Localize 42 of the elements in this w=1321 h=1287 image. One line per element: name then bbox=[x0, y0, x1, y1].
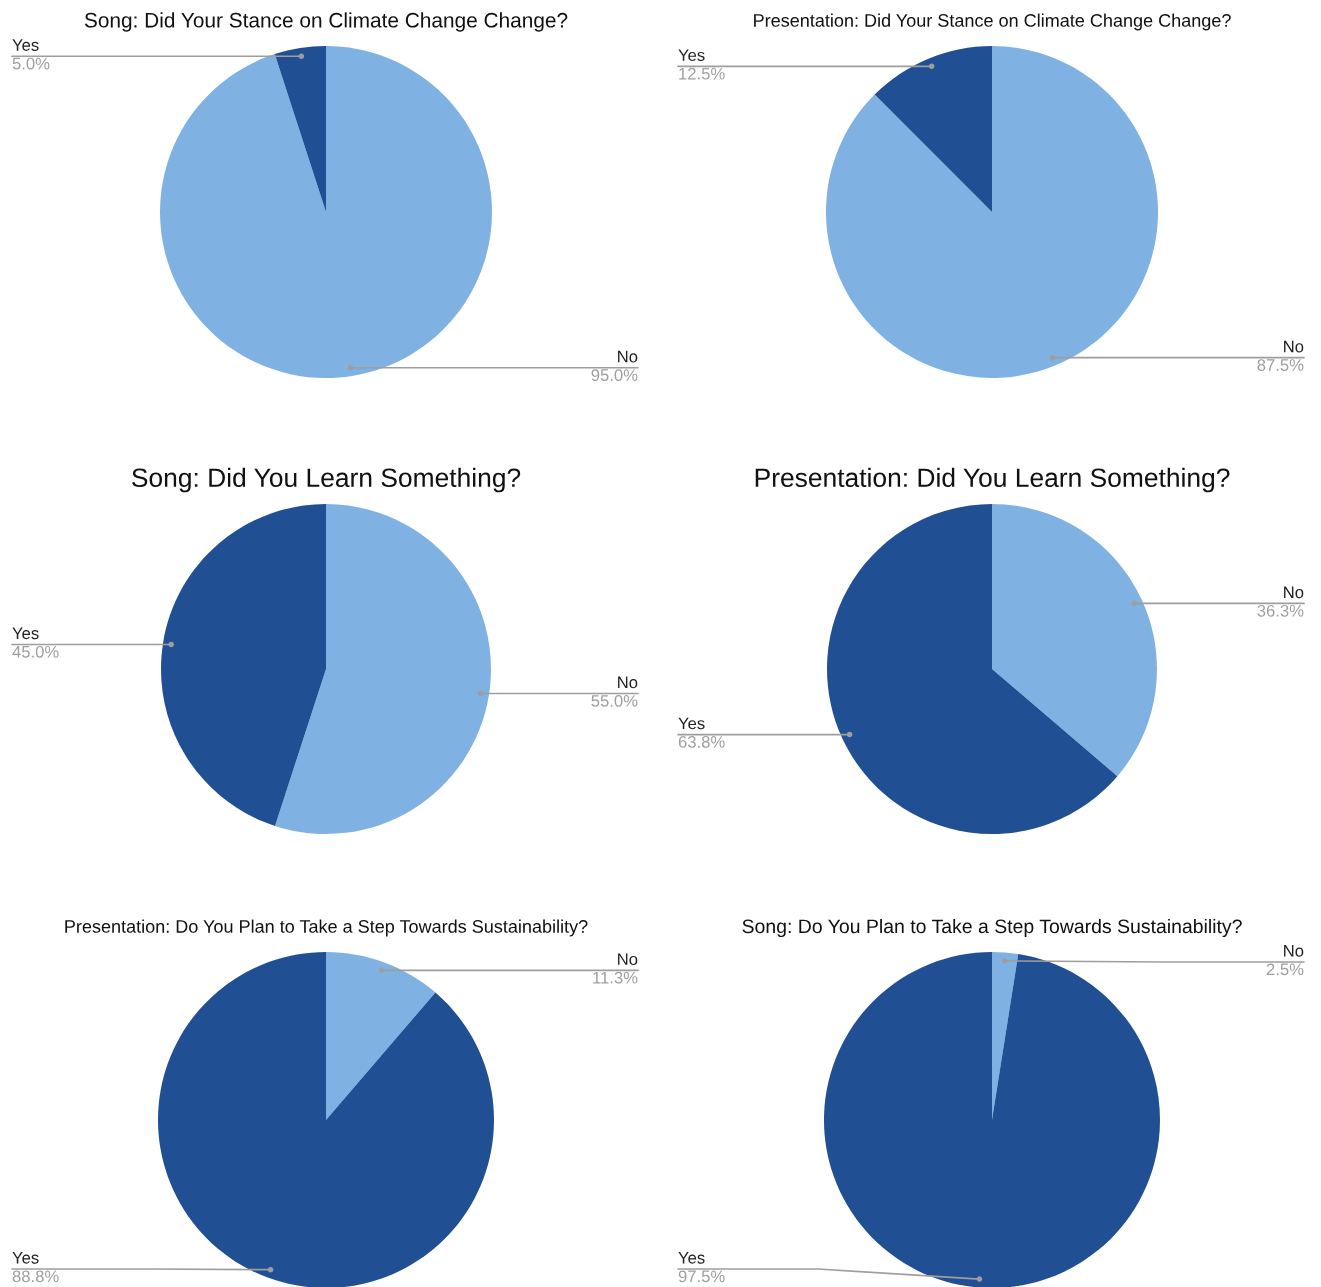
pie-slice bbox=[275, 504, 491, 834]
slice-label: No bbox=[618, 953, 638, 966]
slice-label: No bbox=[618, 350, 638, 363]
slice-label: No bbox=[1284, 340, 1304, 353]
pie-slice bbox=[826, 46, 1158, 378]
chart-title: Presentation: Did You Learn Something? bbox=[755, 467, 1230, 493]
slice-label: No bbox=[1284, 945, 1304, 957]
data-label: 55.0% bbox=[591, 694, 638, 707]
pie-slice bbox=[274, 46, 326, 212]
chart-title: Song: Do You Plan to Take a Step Towards Sustainability? bbox=[742, 918, 1242, 938]
data-label: 87.5% bbox=[1257, 359, 1304, 371]
pie-slice bbox=[160, 46, 492, 378]
chart-title: Presentation: Do You Plan to Take a Step Towards Sustainability? bbox=[65, 919, 588, 937]
slice-label: Yes bbox=[678, 49, 705, 62]
slice-label: Yes bbox=[678, 1252, 705, 1264]
chart-title: Presentation: Did Your Stance on Climate Change Change? bbox=[754, 13, 1231, 31]
pie-slice bbox=[874, 46, 992, 212]
pie-slice bbox=[827, 504, 1118, 834]
data-label: 36.3% bbox=[1257, 604, 1304, 617]
data-label: 97.5% bbox=[678, 1270, 725, 1283]
data-label: 11.3% bbox=[593, 971, 638, 984]
chart-title: Song: Did Your Stance on Climate Change Change? bbox=[84, 12, 568, 32]
chart-title: Song: Did You Learn Something? bbox=[132, 467, 521, 493]
pie-slice bbox=[161, 504, 326, 826]
slice-label: Yes bbox=[12, 1252, 39, 1264]
pie-slice bbox=[824, 952, 1160, 1287]
pie-slice bbox=[992, 504, 1157, 777]
data-label: 45.0% bbox=[12, 645, 59, 658]
pie-slice bbox=[992, 952, 1019, 1120]
slice-label: Yes bbox=[678, 717, 705, 730]
data-label: 12.5% bbox=[679, 67, 725, 80]
data-label: 63.8% bbox=[678, 736, 725, 748]
data-label: 5.0% bbox=[12, 57, 50, 70]
pie-slice bbox=[158, 952, 494, 1287]
slice-label: Yes bbox=[12, 39, 39, 51]
data-label: 88.8% bbox=[12, 1270, 59, 1283]
slice-label: No bbox=[618, 676, 638, 689]
slice-label: Yes bbox=[12, 627, 39, 640]
data-label: 2.5% bbox=[1266, 963, 1304, 976]
slice-label: No bbox=[1284, 586, 1304, 599]
pie-slice bbox=[326, 952, 436, 1120]
data-label: 95.0% bbox=[591, 369, 638, 381]
